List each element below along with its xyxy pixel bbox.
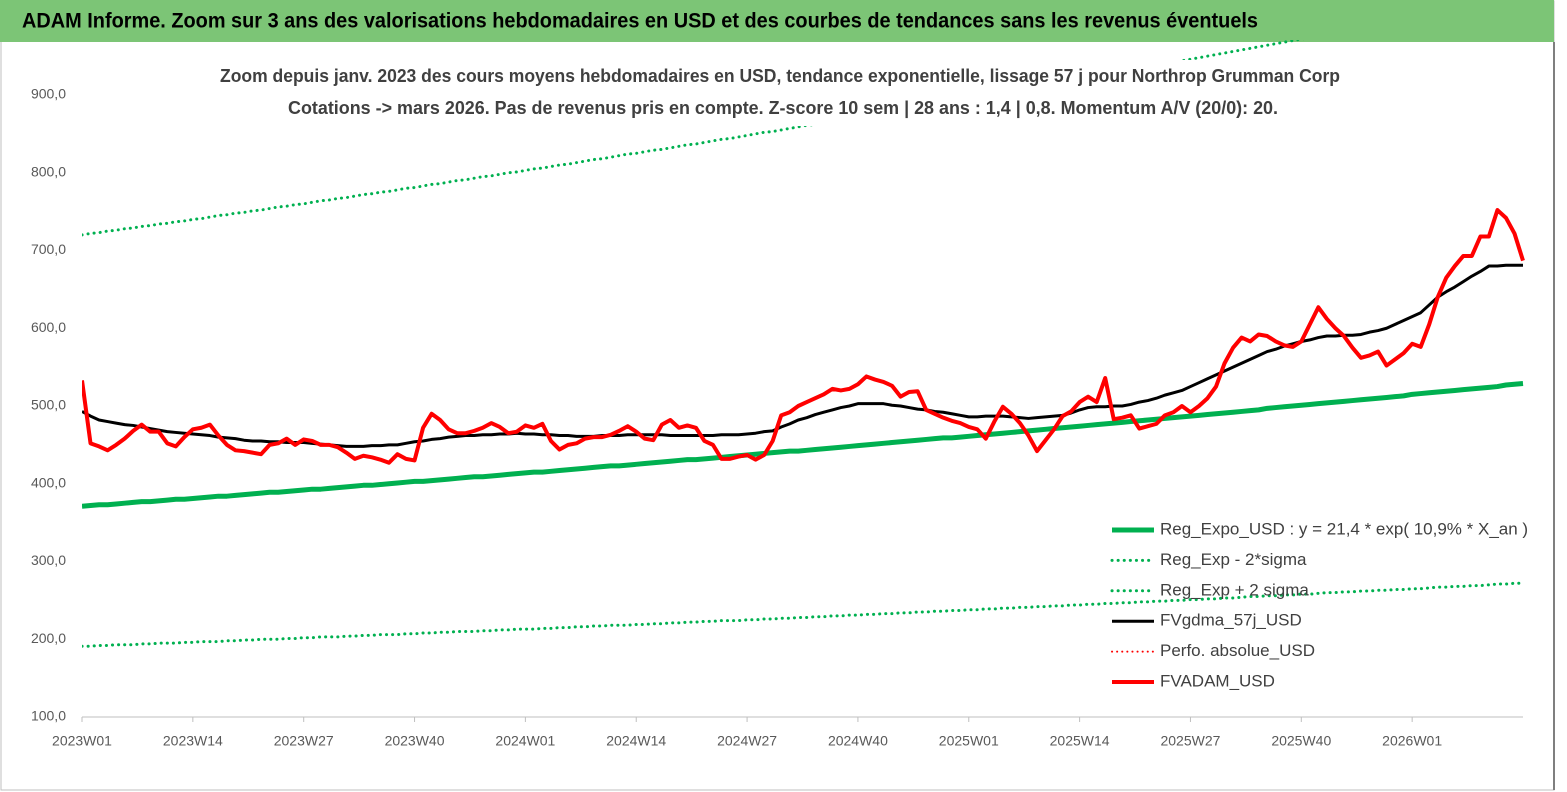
chart-subtitle: Zoom depuis janv. 2023 des cours moyens … [220, 66, 1340, 86]
x-tick-label: 2024W01 [495, 733, 555, 749]
x-tick-label: 2023W27 [274, 733, 334, 749]
x-tick-label: 2025W27 [1160, 733, 1220, 749]
overlay-layer: 100,0 200,0 300,0 400,0 500,0 600,0 700,0 800,0… [31, 60, 1528, 749]
x-tick-label: 2025W40 [1271, 733, 1331, 749]
series-line [82, 40, 1305, 237]
y-tick-label: 800,0 [31, 163, 66, 179]
x-tick-label: 2025W14 [1050, 733, 1110, 749]
subtitle-box [215, 60, 1345, 126]
series-line [82, 581, 1525, 648]
series-line [82, 380, 1524, 509]
y-tick-label: 700,0 [31, 241, 66, 257]
y-tick-label: 200,0 [31, 630, 66, 646]
legend-label: Reg_Exp - 2*sigma [1160, 550, 1307, 569]
y-tick-label: 400,0 [31, 474, 66, 490]
y-tick-label: 600,0 [31, 319, 66, 335]
legend-label: Reg_Expo_USD : y = 21,4 * exp( 10,9% * X… [1160, 519, 1528, 538]
x-tick-label: 2024W40 [828, 733, 888, 749]
series-line [82, 208, 1525, 465]
legend-label: FVgdma_57j_USD [1160, 611, 1302, 630]
x-tick-label: 2026W01 [1382, 733, 1442, 749]
legend-label: Reg_Exp + 2 sigma [1160, 580, 1309, 599]
chart-subtitle: Cotations -> mars 2026. Pas de revenus p… [288, 98, 1278, 118]
y-tick-label: 100,0 [31, 708, 66, 724]
y-tick-label: 500,0 [31, 397, 66, 413]
y-tick-label: 900,0 [31, 86, 66, 102]
x-tick-label: 2025W01 [939, 733, 999, 749]
legend-label: Perfo. absolue_USD [1160, 641, 1315, 660]
y-tick-label: 300,0 [31, 552, 66, 568]
header-title: ADAM Informe. Zoom sur 3 ans des valoris… [22, 10, 1258, 33]
x-tick-label: 2023W01 [52, 733, 112, 749]
header-bar [0, 0, 1554, 42]
x-tick-label: 2024W27 [717, 733, 777, 749]
x-tick-label: 2024W14 [606, 733, 666, 749]
x-tick-label: 2023W40 [385, 733, 445, 749]
legend-label: FVADAM_USD [1160, 671, 1275, 690]
series-layer [82, 40, 1525, 648]
x-tick-label: 2023W14 [163, 733, 223, 749]
